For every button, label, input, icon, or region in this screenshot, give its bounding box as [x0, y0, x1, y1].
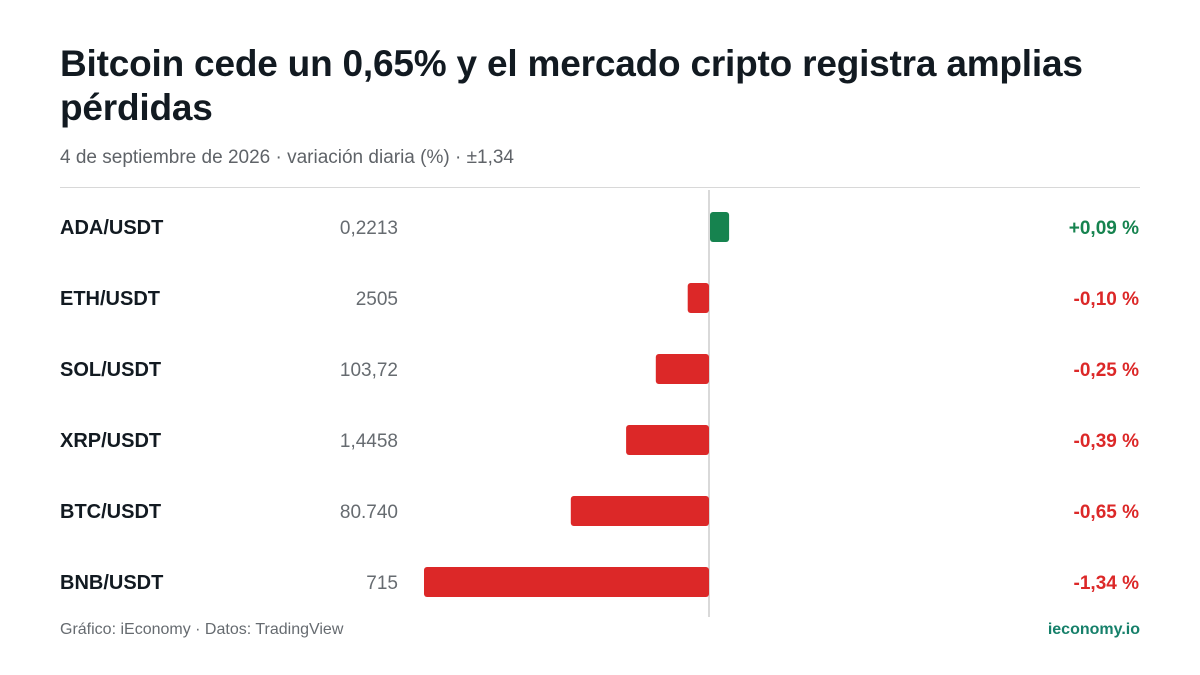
header-divider — [60, 187, 1140, 188]
price-label: 1,4458 — [340, 431, 398, 452]
value-label: +0,09 % — [1069, 218, 1139, 239]
footer-brand[interactable]: ieconomy.io — [1047, 621, 1140, 638]
price-label: 103,72 — [340, 360, 398, 381]
pair-label: ADA/USDT — [60, 217, 163, 239]
pair-label: BTC/USDT — [60, 501, 161, 523]
footer-credit: Gráfico: iEconomy · Datos: TradingView — [60, 621, 344, 638]
price-label: 0,2213 — [340, 218, 398, 239]
bar-eth-usdt — [687, 283, 709, 313]
pair-label: XRP/USDT — [60, 430, 161, 452]
value-label: -1,34 % — [1074, 573, 1140, 594]
pair-label: SOL/USDT — [60, 359, 161, 381]
bar-sol-usdt — [655, 354, 709, 384]
bar-xrp-usdt — [626, 425, 709, 455]
pair-label: BNB/USDT — [60, 572, 163, 594]
pair-label: ETH/USDT — [60, 288, 160, 310]
bar-bnb-usdt — [424, 567, 709, 597]
bar-btc-usdt — [570, 496, 709, 526]
price-label: 80.740 — [340, 502, 398, 523]
price-label: 715 — [366, 573, 398, 594]
price-label: 2505 — [356, 289, 398, 310]
chart-title: Bitcoin cede un 0,65% y el mercado cript… — [60, 43, 1083, 128]
value-label: -0,39 % — [1074, 431, 1140, 452]
value-label: -0,10 % — [1074, 289, 1140, 310]
chart-subtitle: 4 de septiembre de 2026 · variación diar… — [60, 147, 514, 168]
value-label: -0,65 % — [1074, 502, 1140, 523]
bar-ada-usdt — [710, 212, 730, 242]
value-label: -0,25 % — [1074, 360, 1140, 381]
